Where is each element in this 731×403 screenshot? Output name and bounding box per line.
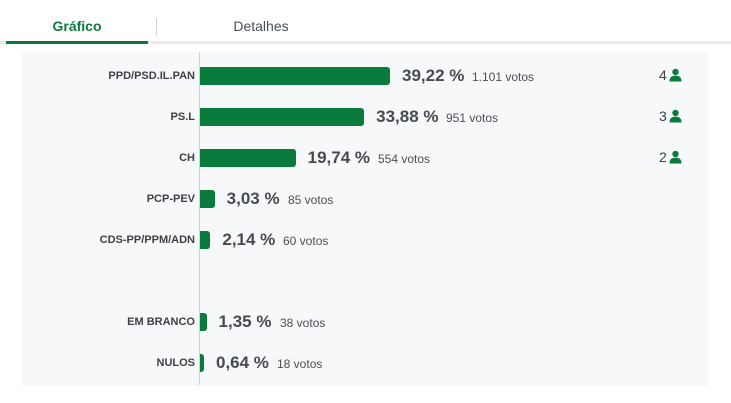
chart-row: PCP-PEV 3,03 % 85 votos	[0, 189, 731, 211]
chart-row: EM BRANCO 1,35 % 38 votos	[0, 312, 731, 334]
seats-count: 3	[659, 108, 682, 124]
result-bar[interactable]	[200, 354, 204, 372]
party-label: CH	[179, 152, 195, 164]
tab-grafico[interactable]: Gráfico	[6, 18, 148, 44]
votes-label: 554 votos	[378, 152, 431, 166]
result-bar[interactable]	[200, 149, 296, 167]
chart-row: CDS-PP/PPM/ADN 2,14 % 60 votos	[0, 230, 731, 252]
percentage-label: 39,22 %	[402, 66, 465, 85]
percentage-label: 2,14 %	[222, 230, 276, 249]
result-bar[interactable]	[200, 108, 365, 126]
votes-label: 85 votos	[288, 193, 334, 207]
votes-label: 60 votos	[283, 234, 329, 248]
percentage-label: 3,03 %	[226, 189, 280, 208]
person-icon	[669, 68, 682, 82]
chart-row: PS.L 33,88 % 951 votos 3	[0, 107, 731, 129]
percentage-label: 33,88 %	[376, 107, 439, 126]
party-label: PPD/PSD.IL.PAN	[108, 70, 195, 82]
result-bar[interactable]	[200, 67, 390, 85]
chart-row: NULOS 0,64 % 18 votos	[0, 353, 731, 375]
result-bar[interactable]	[200, 231, 211, 249]
party-label: CDS-PP/PPM/ADN	[99, 234, 195, 246]
seats-number: 4	[659, 67, 667, 83]
votes-label: 1.101 votos	[472, 70, 535, 84]
tab-bar: Gráfico Detalhes	[0, 0, 731, 44]
party-label: PCP-PEV	[146, 193, 195, 205]
party-label: EM BRANCO	[127, 316, 195, 328]
seats-count: 2	[659, 149, 682, 165]
seats-count: 4	[659, 67, 682, 83]
percentage-label: 0,64 %	[216, 353, 269, 372]
votes-label: 951 votos	[446, 111, 499, 125]
percentage-label: 1,35 %	[218, 312, 272, 331]
chart-row: PPD/PSD.IL.PAN 39,22 % 1.101 votos 4	[0, 66, 731, 88]
result-bar[interactable]	[200, 190, 215, 208]
party-label: NULOS	[156, 357, 196, 369]
percentage-label: 19,74 %	[307, 148, 371, 167]
seats-number: 2	[659, 149, 667, 165]
seats-number: 3	[659, 108, 667, 124]
result-bar[interactable]	[200, 313, 207, 331]
person-icon	[669, 150, 682, 164]
chart-row: CH 19,74 % 554 votos 2	[0, 148, 731, 170]
chart-panel	[22, 52, 708, 386]
party-label: PS.L	[170, 111, 195, 123]
person-icon	[669, 109, 682, 123]
tab-detalhes[interactable]: Detalhes	[233, 18, 289, 34]
chart-axis-line	[199, 52, 200, 385]
votes-label: 38 votos	[280, 316, 326, 330]
votes-label: 18 votos	[277, 357, 323, 371]
tab-divider	[156, 18, 157, 36]
